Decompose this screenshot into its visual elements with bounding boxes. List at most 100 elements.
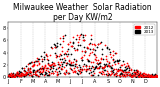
Point — [149, 76, 152, 78]
Point — [93, 68, 95, 70]
Point — [52, 72, 55, 73]
Point — [97, 59, 100, 61]
Point — [82, 66, 84, 67]
Point — [30, 62, 32, 63]
Point — [111, 67, 113, 68]
Point — [86, 48, 89, 49]
Point — [31, 75, 33, 76]
Point — [147, 76, 150, 77]
Point — [49, 64, 51, 66]
Point — [154, 75, 156, 77]
Point — [39, 73, 42, 74]
Point — [39, 68, 42, 70]
Point — [95, 66, 98, 67]
Point — [88, 42, 91, 44]
Point — [105, 46, 108, 48]
Point — [122, 71, 124, 73]
Point — [54, 70, 57, 71]
Point — [20, 75, 22, 76]
Point — [116, 59, 118, 61]
Point — [38, 62, 40, 64]
Point — [64, 71, 67, 72]
Point — [77, 45, 79, 46]
Point — [19, 75, 22, 77]
Point — [155, 74, 158, 76]
Point — [102, 72, 104, 73]
Point — [50, 47, 53, 49]
Point — [117, 62, 120, 64]
Point — [14, 73, 17, 75]
Point — [60, 69, 62, 70]
Point — [55, 43, 58, 44]
Point — [44, 67, 47, 69]
Point — [152, 76, 154, 77]
Point — [153, 76, 156, 77]
Point — [73, 47, 76, 48]
Point — [40, 60, 43, 62]
Point — [138, 72, 141, 73]
Point — [74, 66, 76, 67]
Point — [34, 73, 36, 75]
Point — [48, 73, 51, 74]
Point — [80, 34, 82, 35]
Point — [85, 70, 87, 72]
Point — [86, 46, 89, 48]
Point — [11, 76, 14, 77]
Point — [8, 75, 10, 77]
Point — [33, 71, 36, 73]
Point — [113, 73, 116, 74]
Point — [124, 72, 127, 73]
Point — [15, 74, 17, 76]
Point — [103, 64, 106, 65]
Point — [54, 53, 56, 54]
Point — [146, 75, 149, 77]
Point — [111, 72, 114, 74]
Point — [9, 75, 12, 77]
Point — [147, 76, 149, 77]
Point — [22, 74, 24, 76]
Point — [139, 74, 141, 76]
Point — [142, 72, 145, 74]
Point — [71, 64, 73, 65]
Point — [147, 73, 149, 75]
Point — [96, 63, 98, 64]
Point — [66, 62, 68, 63]
Point — [48, 54, 51, 56]
Point — [129, 74, 132, 75]
Point — [83, 39, 86, 41]
Point — [77, 73, 80, 75]
Point — [41, 66, 44, 67]
Point — [41, 69, 44, 71]
Point — [33, 60, 36, 62]
Point — [95, 68, 98, 69]
Point — [114, 72, 117, 73]
Point — [74, 70, 77, 72]
Point — [34, 74, 36, 75]
Point — [37, 71, 40, 72]
Point — [42, 56, 45, 58]
Point — [47, 74, 50, 76]
Point — [27, 68, 30, 69]
Point — [8, 73, 10, 74]
Point — [130, 68, 133, 70]
Point — [110, 66, 112, 68]
Point — [30, 74, 33, 76]
Point — [121, 74, 124, 75]
Point — [18, 74, 21, 76]
Point — [42, 70, 44, 71]
Point — [72, 72, 75, 73]
Point — [38, 58, 41, 60]
Point — [10, 72, 12, 74]
Point — [75, 60, 78, 61]
Point — [151, 74, 154, 76]
Point — [87, 66, 90, 67]
Point — [138, 76, 140, 78]
Point — [97, 63, 100, 64]
Point — [141, 76, 144, 77]
Point — [131, 76, 133, 77]
Point — [100, 41, 102, 42]
Point — [55, 46, 57, 48]
Point — [137, 73, 140, 74]
Point — [78, 69, 81, 70]
Point — [95, 56, 98, 58]
